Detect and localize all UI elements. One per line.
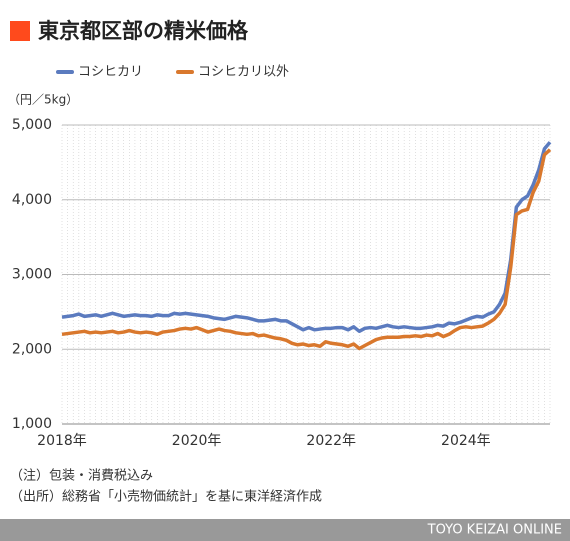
x-tick-label: 2020年 [172, 433, 222, 449]
chart-title: 東京都区部の精米価格 [38, 19, 249, 43]
note: （注）包装・消費税込み [10, 469, 153, 484]
y-tick-label: 1,000 [12, 416, 52, 432]
series-line [61, 148, 552, 351]
legend-label: コシヒカリ [78, 65, 143, 80]
unit-label: （円／5kg） [8, 93, 78, 107]
y-tick-label: 2,000 [12, 341, 52, 357]
y-tick-label: 5,000 [12, 117, 52, 133]
y-tick-label: 4,000 [12, 192, 52, 208]
credit: TOYO KEIZAI ONLINE [427, 523, 562, 538]
note: （出所）総務省「小売物価統計」を基に東洋経済作成 [10, 489, 322, 505]
x-tick-label: 2024年 [441, 433, 491, 449]
x-tick-label: 2018年 [37, 433, 87, 449]
series-line [61, 141, 552, 334]
y-tick-label: 3,000 [12, 267, 52, 283]
footer-bar [0, 519, 570, 541]
x-tick-label: 2022年 [306, 433, 356, 449]
title-marker [10, 21, 30, 41]
legend-label: コシヒカリ以外 [198, 65, 289, 80]
